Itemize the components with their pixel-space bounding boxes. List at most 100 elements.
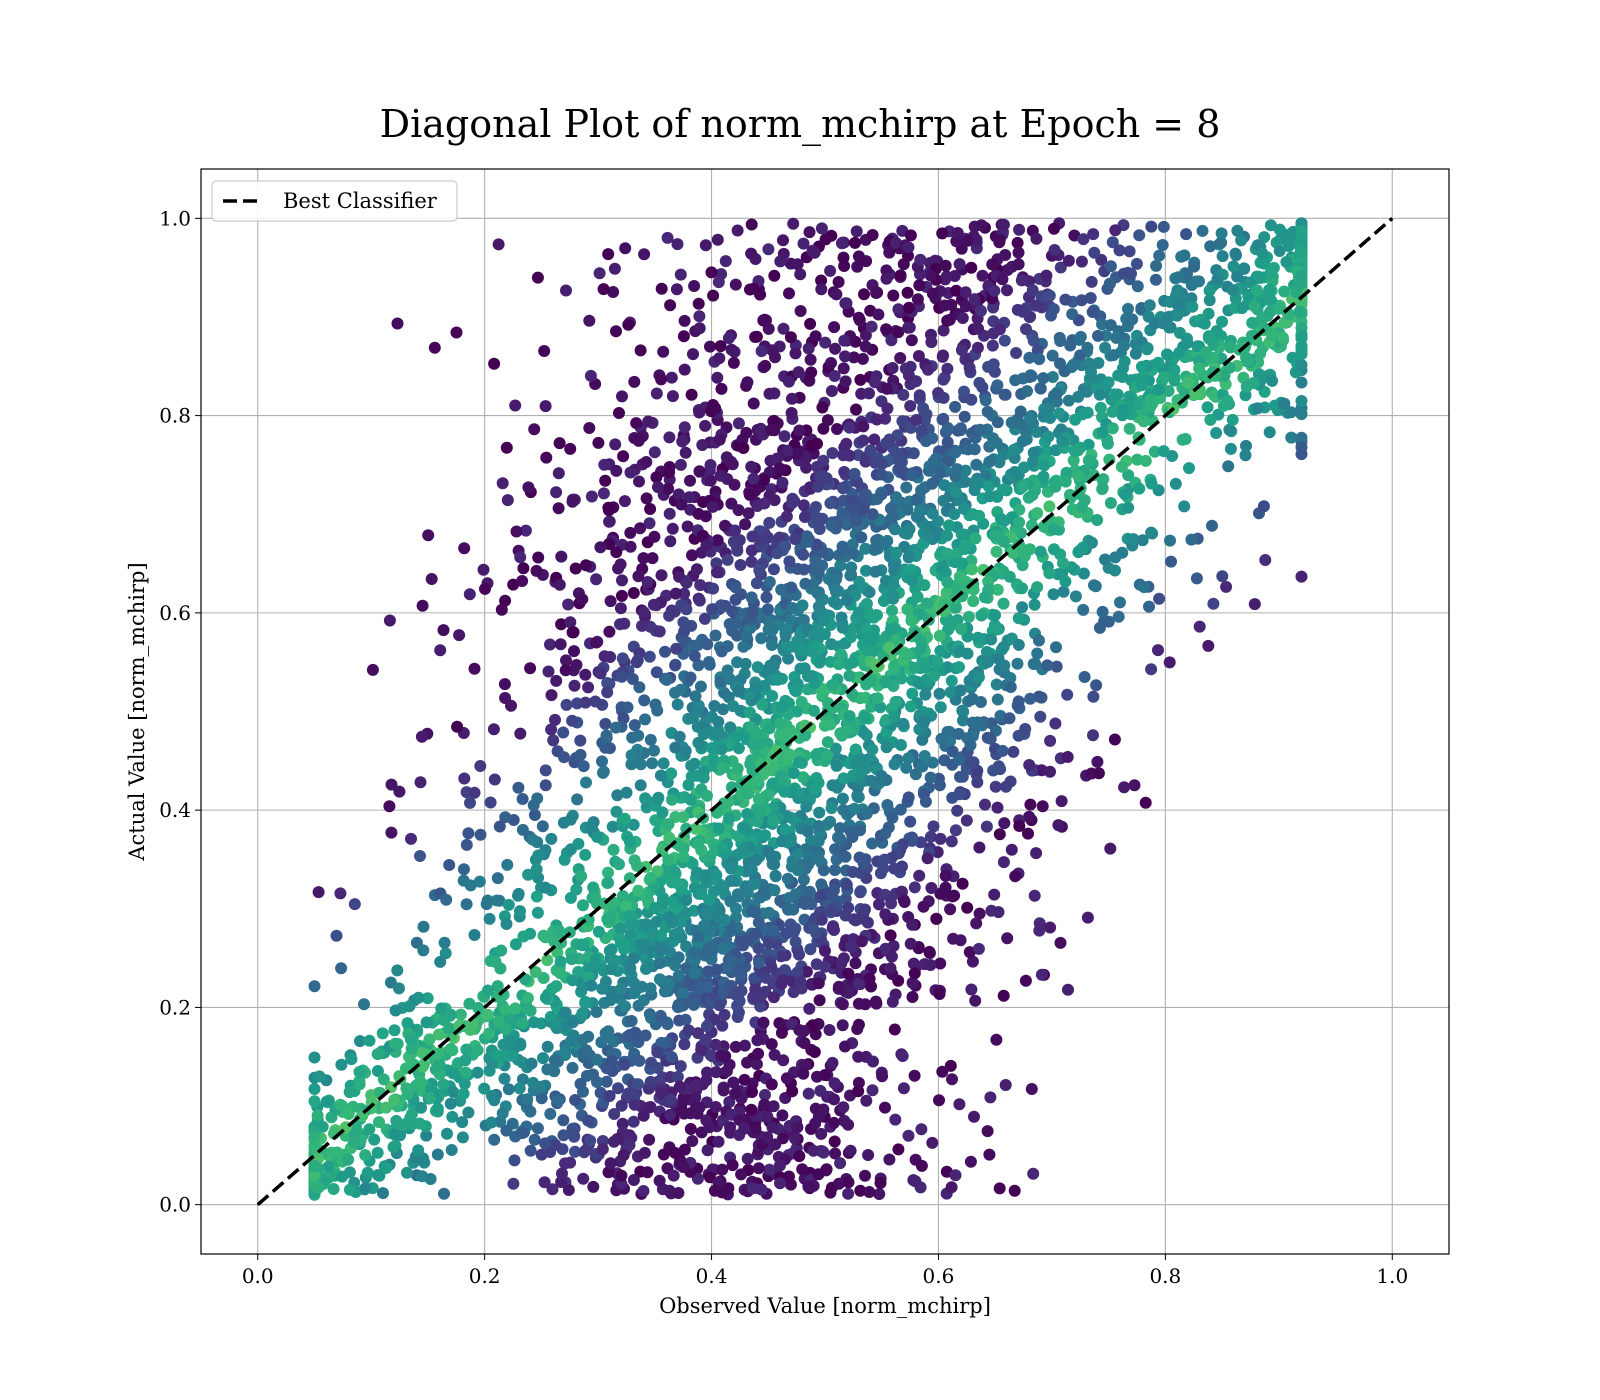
scatter-point [740,630,753,643]
scatter-point [579,1144,592,1157]
scatter-point [783,287,795,300]
scatter-point [836,540,849,553]
scatter-point [1094,401,1107,414]
scatter-point [1196,224,1209,237]
scatter-point [1115,460,1128,473]
scatter-point [987,315,1000,328]
scatter-point [577,1172,590,1185]
scatter-point [760,591,773,604]
scatter-point [725,954,737,967]
scatter-point [741,376,754,389]
scatter-point [724,673,737,686]
scatter-point [550,486,563,499]
scatter-point [767,991,780,1004]
scatter-point [330,929,343,942]
scatter-point [517,930,530,943]
scatter-point [859,329,872,342]
scatter-point [376,1027,389,1040]
scatter-point [644,982,657,995]
scatter-point [474,760,487,772]
scatter-point [688,280,701,292]
scatter-point [559,1044,572,1057]
scatter-point [867,1055,879,1068]
scatter-point [308,1083,321,1095]
scatter-point [901,286,914,299]
scatter-point [353,1066,366,1078]
scatter-point [531,906,544,919]
scatter-point [1116,409,1129,422]
scatter-point [1168,364,1181,376]
scatter-point [524,1105,537,1118]
scatter-point [708,1184,721,1197]
scatter-point [415,1101,428,1114]
scatter-point [437,1078,450,1091]
scatter-point [798,662,811,675]
scatter-point [1043,289,1056,302]
scatter-point [1264,266,1277,278]
scatter-point [677,1161,690,1173]
scatter-point [813,806,826,819]
scatter-point [725,620,738,633]
scatter-point [1087,228,1100,241]
scatter-point [840,878,853,891]
scatter-point [1104,842,1117,855]
scatter-point [970,917,983,930]
scatter-point [637,606,650,619]
scatter-point [414,776,427,789]
scatter-point [786,923,799,936]
scatter-point [825,888,838,901]
scatter-point [866,508,879,521]
scatter-point [753,738,766,751]
scatter-point [797,771,810,784]
scatter-point [1238,262,1251,275]
scatter-point [840,437,853,450]
scatter-point [462,1106,475,1119]
scatter-point [989,780,1002,793]
scatter-point [401,1166,413,1179]
scatter-point [918,714,931,727]
scatter-point [823,1024,836,1036]
scatter-point [946,890,959,903]
scatter-point [902,791,915,804]
scatter-point [787,217,800,230]
scatter-point [937,494,950,507]
scatter-point [803,226,816,239]
scatter-point [824,497,837,510]
scatter-point [552,924,565,937]
scatter-point [789,347,802,360]
scatter-point [1179,433,1192,445]
scatter-point [743,488,756,501]
scatter-point [1106,236,1119,249]
scatter-point [837,482,849,495]
scatter-point [923,945,936,958]
scatter-point [717,880,730,893]
scatter-point [960,814,973,827]
scatter-point [859,998,872,1011]
scatter-point [933,687,946,700]
scatter-point [653,1174,666,1187]
scatter-point [1102,376,1115,389]
scatter-point [414,850,426,862]
scatter-point [928,669,941,682]
scatter-point [682,1024,695,1037]
scatter-point [373,1116,385,1129]
scatter-point [738,1039,751,1052]
scatter-point [791,635,804,648]
scatter-point [766,858,779,870]
scatter-point [963,674,976,687]
scatter-point [387,1141,400,1153]
scatter-point [587,1180,600,1193]
scatter-point [1096,482,1109,495]
scatter-point [715,761,728,774]
scatter-point [852,606,865,619]
scatter-point [819,233,832,246]
scatter-point [752,1162,765,1175]
scatter-point [424,1083,437,1095]
scatter-point [989,609,1001,622]
scatter-point [1099,553,1111,566]
scatter-point [1096,426,1109,438]
scatter-point [453,629,466,642]
scatter-point [846,866,859,878]
scatter-point [496,1107,509,1120]
scatter-point [684,1123,697,1135]
